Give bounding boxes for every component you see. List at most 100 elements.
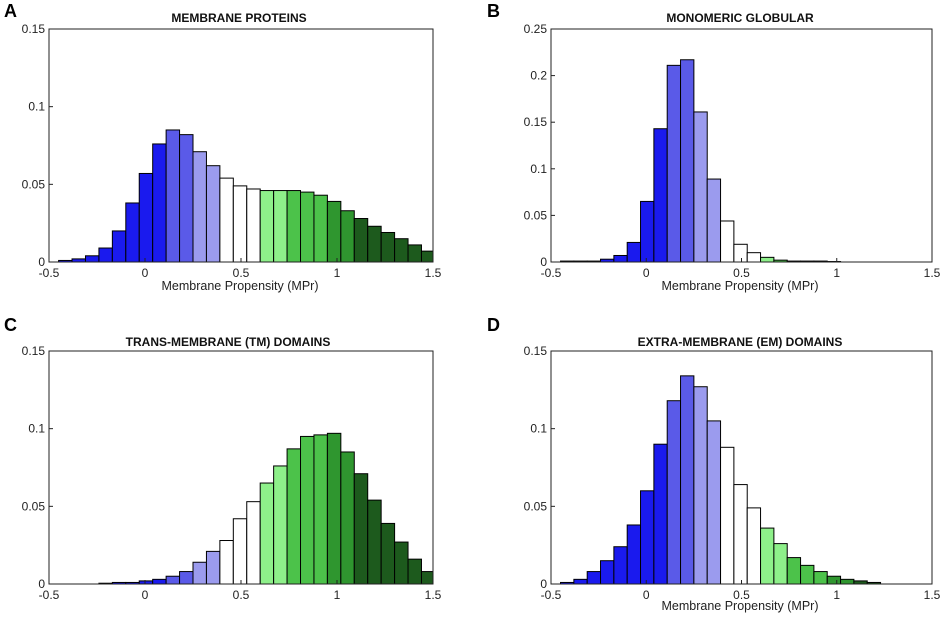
panel-d-xtick-label: 0 — [643, 588, 650, 602]
panel-c-bar-18 — [300, 435, 315, 585]
panel-d-ytick-label: 0.15 — [524, 344, 548, 358]
panel-c-title: TRANS-MEMBRANE (TM) DOMAINS — [126, 335, 331, 349]
panel-d-bar-2 — [586, 571, 602, 585]
panel-c-grid — [98, 432, 434, 585]
panel-d-bar-7 — [653, 443, 668, 585]
panel-d-axes: -0.5 0 0.5 1 1.500.050.10.15 — [524, 344, 941, 602]
panel-d: D EXTRA-MEMBRANE (EM) DOMAINS -0.5 0 0.5 1 1… — [487, 315, 941, 613]
panel-b: B MONOMERIC GLOBULAR -0.5 0 0.5 1 1.500.050.… — [487, 1, 941, 293]
panel-a-bar-11 — [205, 165, 221, 263]
panel-c-bar-20 — [326, 432, 342, 585]
panel-d-xlabel: Membrane Propensity (MPr) — [662, 599, 819, 613]
panel-b-bar-15 — [760, 256, 775, 263]
panel-d-bar-13 — [733, 484, 748, 585]
panel-d-bar-3 — [600, 560, 615, 585]
panel-b-bar-4 — [613, 254, 628, 263]
panel-c-bar-22 — [353, 473, 369, 585]
panel-a-bar-8 — [165, 129, 181, 263]
panel-c-xtick-label: 1.5 — [425, 588, 442, 602]
panel-b-ytick-label: 0.25 — [524, 22, 548, 36]
panel-b-bar-13 — [733, 243, 748, 263]
panel-letter-b: B — [487, 1, 500, 21]
panel-b-xtick-label: 0.5 — [733, 266, 750, 280]
panel-c-bar-19 — [313, 434, 328, 585]
panel-d-bar-5 — [626, 524, 642, 585]
panel-c: C TRANS-MEMBRANE (TM) DOMAINS -0.5 0 0.5 1 1… — [4, 315, 442, 602]
panel-d-bar-18 — [800, 564, 815, 585]
panel-d-xtick-label: -0.5 — [541, 588, 562, 602]
panel-c-bar-26 — [407, 558, 422, 585]
panel-c-ytick-label: 0.1 — [28, 422, 45, 436]
panel-d-xtick-label: 0.5 — [733, 588, 750, 602]
panel-d-ytick-label: 0 — [540, 577, 547, 591]
panel-a-xtick-label: -0.5 — [39, 266, 60, 280]
panel-b-bar-8 — [666, 64, 682, 263]
panel-b-xtick-label: 0 — [643, 266, 650, 280]
panel-c-bar-9 — [179, 571, 194, 585]
panel-a-grid — [58, 129, 434, 263]
panel-a-bar-26 — [407, 244, 422, 263]
panel-a-ytick-label: 0.1 — [28, 100, 45, 114]
panel-a-ytick-label: 0.05 — [22, 177, 46, 191]
panel-a-bar-7 — [152, 143, 167, 263]
panel-b-bar-14 — [746, 252, 762, 263]
panel-a-xtick-label: 1.5 — [425, 266, 442, 280]
panel-d-xtick-label: 1.5 — [924, 588, 941, 602]
panel-d-bar-16 — [773, 543, 788, 585]
panel-a: A MEMBRANE PROTEINS -0.5 0 0.5 1 1.500.050.1… — [4, 1, 442, 293]
panel-d-ytick-label: 0.1 — [530, 422, 547, 436]
panel-a-ytick-label: 0.15 — [22, 22, 46, 36]
panel-b-bar-11 — [706, 178, 722, 263]
panel-c-xtick-label: 0.5 — [233, 588, 250, 602]
panel-c-bar-24 — [380, 522, 396, 585]
panel-a-bar-16 — [273, 190, 288, 263]
panel-c-bar-21 — [340, 451, 355, 585]
panel-a-bar-2 — [84, 255, 100, 263]
panel-c-bar-14 — [246, 501, 261, 585]
panel-b-bar-12 — [720, 220, 735, 263]
panel-a-xtick-label: 1 — [334, 266, 341, 280]
panel-b-bar-9 — [680, 59, 695, 263]
panel-d-bar-19 — [813, 571, 828, 585]
panel-letter-c: C — [4, 315, 17, 335]
panel-a-bar-24 — [380, 231, 396, 263]
panel-b-bar-10 — [693, 111, 708, 263]
panel-d-xtick-label: 1 — [833, 588, 840, 602]
panel-a-bar-22 — [353, 218, 369, 263]
panel-a-bar-10 — [192, 151, 207, 263]
panel-c-xtick-label: -0.5 — [39, 588, 60, 602]
panel-b-axes-box — [550, 28, 933, 263]
panel-c-ytick-label: 0.05 — [22, 499, 46, 513]
panel-c-bar-12 — [219, 540, 234, 585]
panel-c-xtick-label: 0 — [142, 588, 149, 602]
panel-b-bar-7 — [653, 128, 668, 263]
panel-b-grid — [560, 59, 842, 263]
panel-d-bar-9 — [680, 375, 695, 585]
panel-c-bar-17 — [286, 448, 302, 585]
panel-c-bar-8 — [165, 575, 181, 585]
panel-b-ytick-label: 0 — [540, 255, 547, 269]
panel-b-xtick-label: 1 — [833, 266, 840, 280]
panel-b-ytick-label: 0.2 — [530, 69, 547, 83]
panel-a-axes: -0.5 0 0.5 1 1.500.050.10.15 — [22, 22, 442, 280]
panel-a-xtick-label: 0 — [142, 266, 149, 280]
panel-d-bar-4 — [613, 546, 628, 585]
panel-d-bar-6 — [640, 490, 655, 585]
panel-a-xtick-label: 0.5 — [233, 266, 250, 280]
panel-d-bar-20 — [826, 575, 842, 585]
panel-b-xlabel: Membrane Propensity (MPr) — [662, 279, 819, 293]
panel-c-bar-25 — [394, 541, 409, 585]
panel-b-bar-5 — [626, 241, 642, 263]
panel-d-bar-14 — [746, 507, 762, 585]
panel-c-ytick-label: 0 — [38, 577, 45, 591]
panel-c-bar-27 — [420, 571, 434, 585]
panel-c-ytick-label: 0.15 — [22, 344, 46, 358]
panel-a-bar-13 — [232, 185, 248, 263]
panel-b-ytick-label: 0.1 — [530, 162, 547, 176]
panel-letter-d: D — [487, 315, 500, 335]
panel-letter-a: A — [4, 1, 17, 21]
panel-d-bar-12 — [720, 446, 735, 585]
panel-c-axes: -0.5 0 0.5 1 1.500.050.10.15 — [22, 344, 442, 602]
panel-c-xtick-label: 1 — [334, 588, 341, 602]
panel-a-bar-9 — [179, 134, 194, 263]
